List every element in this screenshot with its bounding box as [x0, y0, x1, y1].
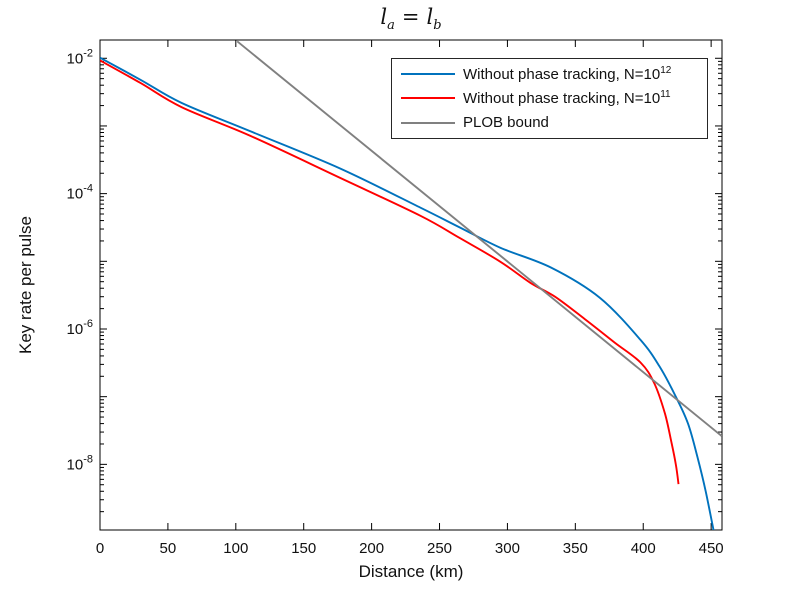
series-line-0	[100, 56, 715, 530]
y-tick-label: 10-6	[67, 318, 93, 338]
x-tick-label: 250	[427, 540, 452, 557]
title-var-b: l	[426, 5, 434, 29]
title-sub-b: b	[433, 18, 442, 34]
y-tick-exponent: -6	[83, 318, 93, 330]
y-tick-label: 10-8	[67, 453, 93, 473]
x-tick-label: 200	[359, 540, 384, 557]
title-var-a: l	[380, 5, 388, 29]
x-tick-label: 300	[495, 540, 520, 557]
legend-line-swatch-1	[401, 97, 455, 100]
legend-label-1: Without phase tracking, N=1011	[463, 89, 671, 108]
y-tick-exponent: -2	[83, 47, 93, 59]
x-tick-label: 50	[160, 540, 177, 557]
legend-item-2: PLOB bound	[392, 111, 707, 135]
x-axis-label: Distance (km)	[359, 562, 464, 581]
x-tick-label: 100	[223, 540, 248, 557]
axes-layer: 0 50 100 150 200 250 300 350 400 450 10-2 10-4 10-6 1…	[67, 39, 724, 557]
plot-border	[99, 39, 723, 531]
series-line-2	[236, 40, 722, 438]
y-tick-label: 10-4	[67, 183, 93, 203]
title-equals: =	[401, 5, 420, 29]
legend-label-2: PLOB bound	[463, 114, 549, 132]
legend-label-exponent-0: 12	[660, 65, 672, 77]
x-tick-label: 150	[291, 540, 316, 557]
legend: Without phase tracking, N=1012 Without ph…	[391, 58, 708, 139]
x-tick-label: 350	[563, 540, 588, 557]
y-tick-exponent: -8	[83, 453, 93, 465]
chart-title: la = lb	[100, 5, 722, 33]
title-sub-a: a	[387, 18, 395, 34]
series-line-1	[100, 59, 680, 485]
y-tick-label: 10-2	[67, 47, 93, 67]
legend-label-0: Without phase tracking, N=1012	[463, 65, 672, 84]
series-layer	[100, 40, 722, 530]
legend-item-0: Without phase tracking, N=1012	[392, 62, 707, 86]
legend-label-exponent-1: 11	[660, 89, 671, 101]
legend-line-swatch-0	[401, 73, 455, 76]
legend-item-1: Without phase tracking, N=1011	[392, 86, 707, 110]
legend-line-swatch-2	[401, 121, 455, 124]
x-tick-label: 450	[699, 540, 724, 557]
y-tick-exponent: -4	[83, 183, 93, 195]
x-tick-label: 400	[631, 540, 656, 557]
x-tick-label: 0	[96, 540, 104, 557]
y-axis-label: Key rate per pulse	[16, 216, 35, 354]
